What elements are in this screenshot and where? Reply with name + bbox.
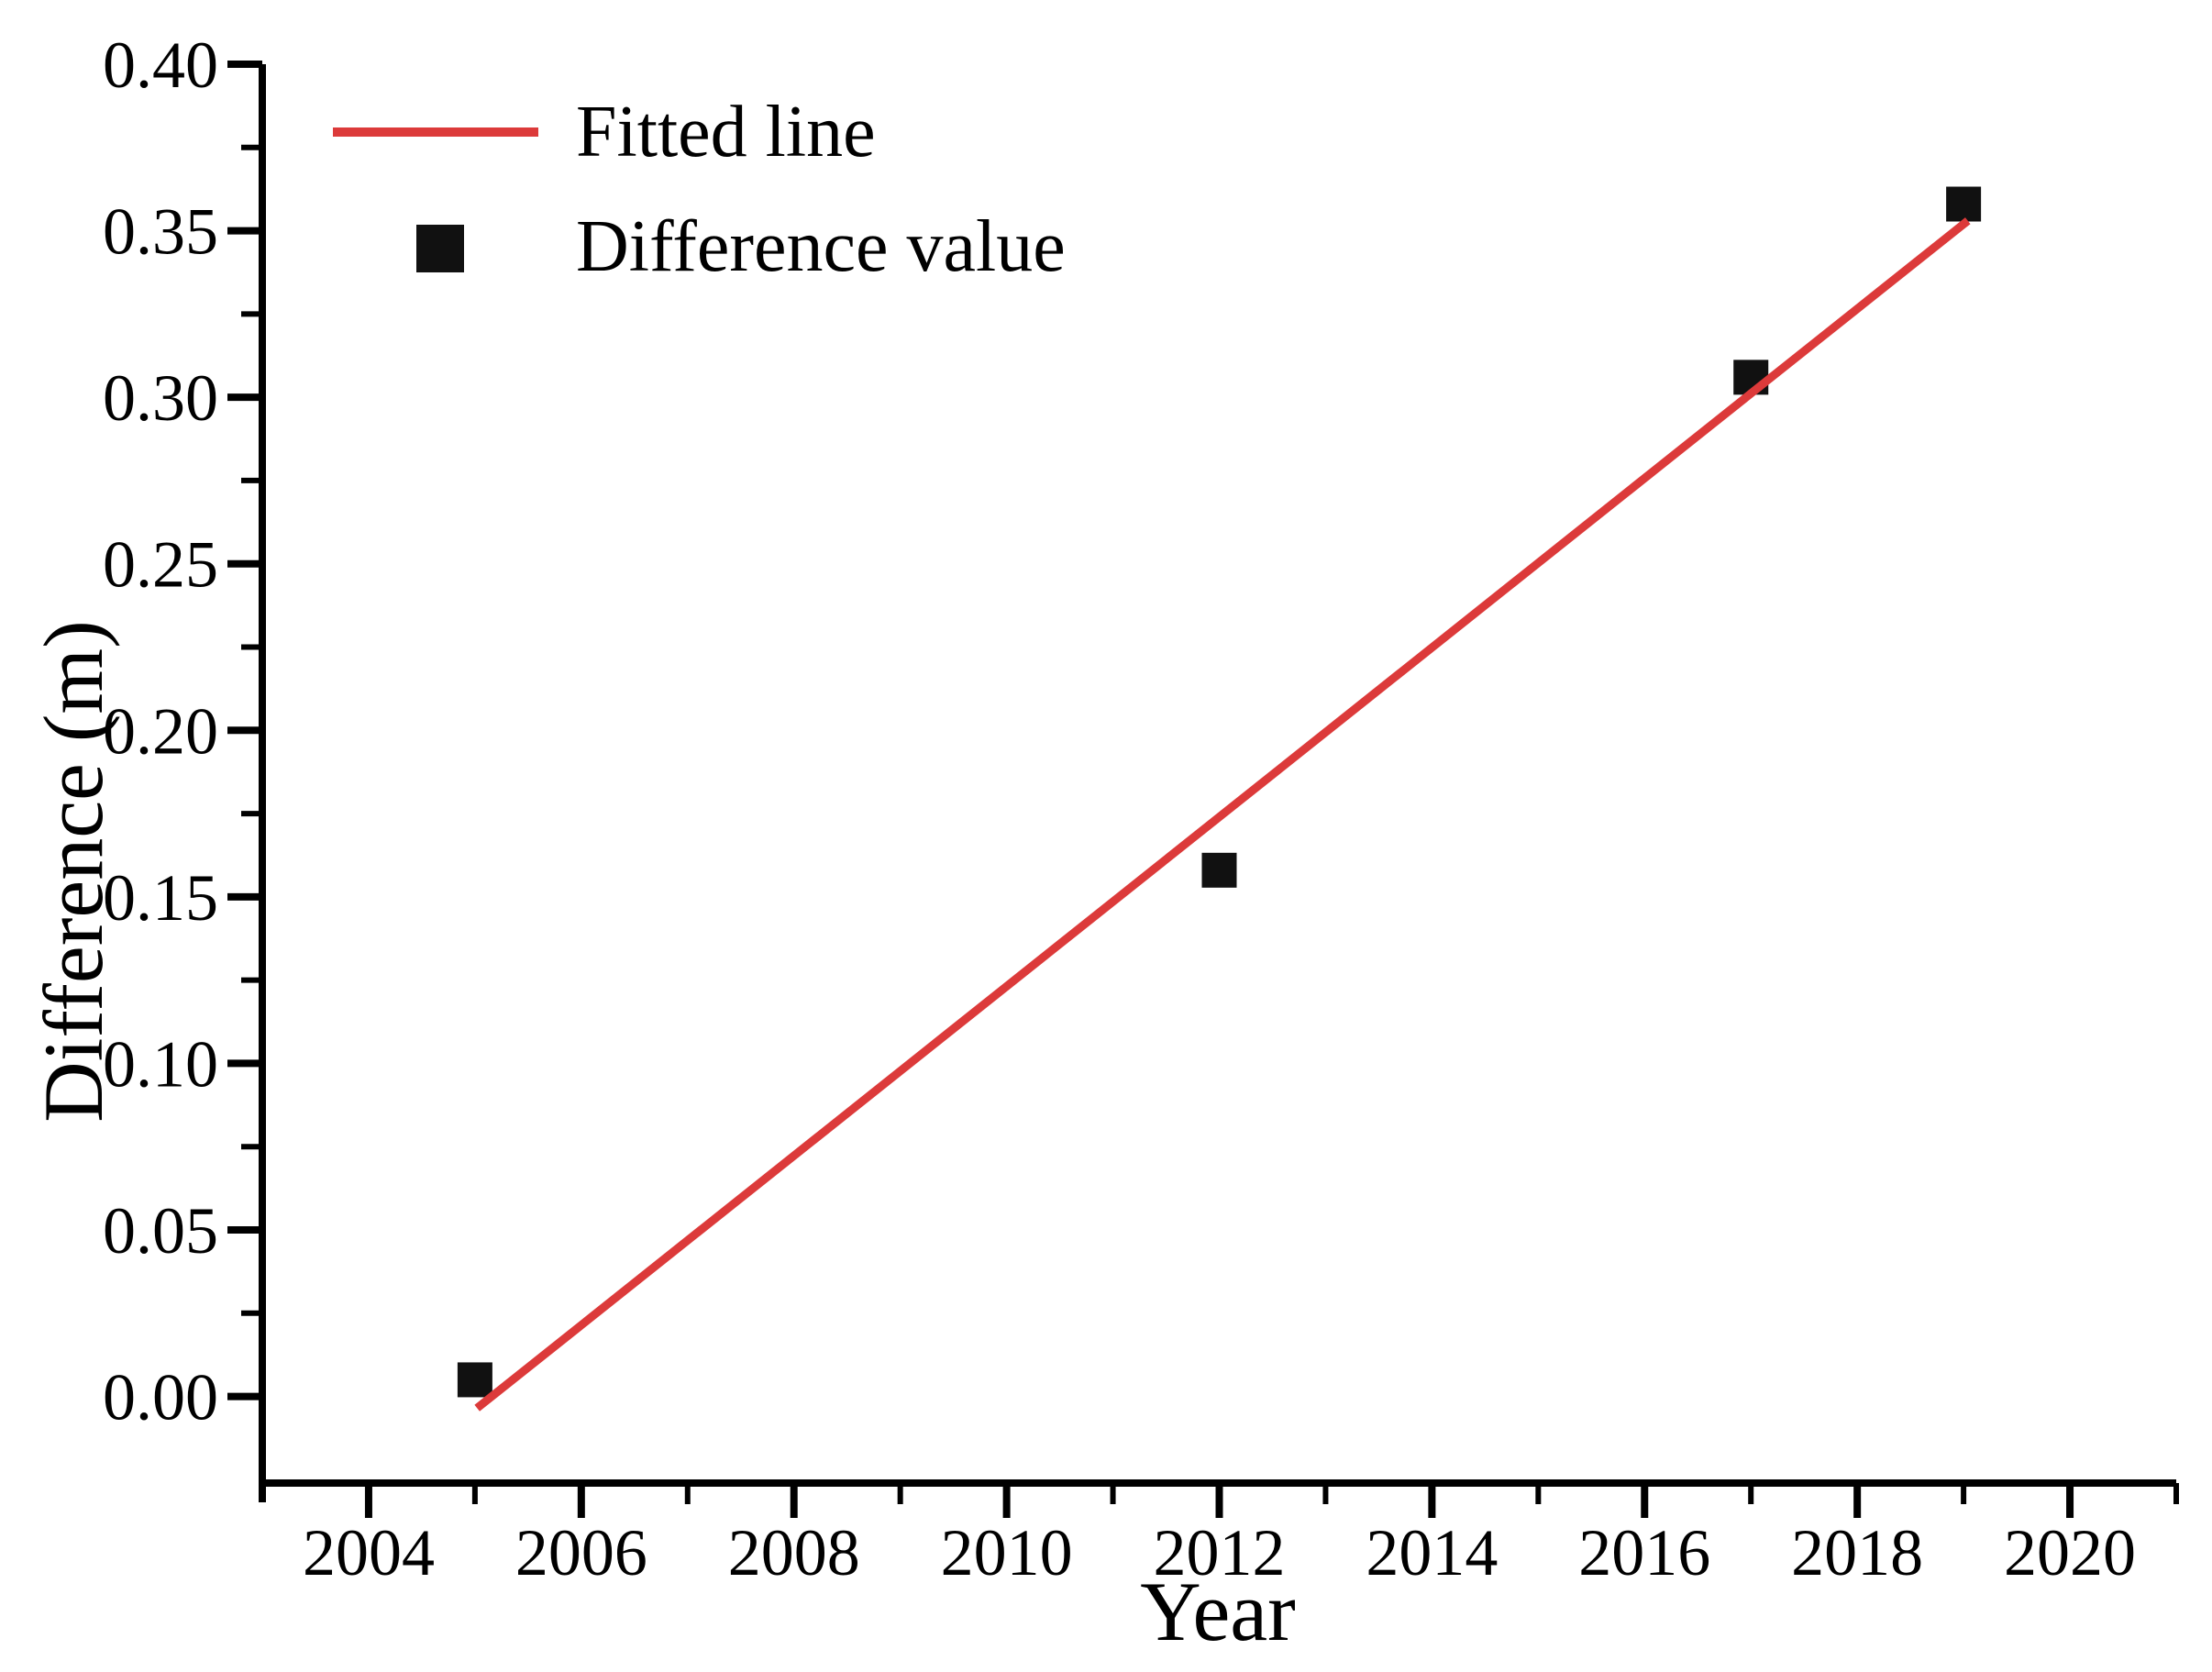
y-tick-label: 0.00 [103,1361,218,1434]
x-tick-label: 2008 [728,1516,860,1589]
data-point-square [457,1362,492,1398]
legend-label-difference-value: Difference value [576,206,1066,287]
legend-label-fitted-line: Fitted line [576,92,876,172]
y-axis-title: Difference (m) [27,620,120,1122]
legend-marks-group [333,127,538,272]
axis-ticks-group: 2004 2006 2008 2010 2012 2014 2016 2018 2020 0.00… [103,28,2179,1589]
axis-lines-group [259,64,2176,1502]
y-tick-label: 0.40 [103,28,218,102]
y-tick-label: 0.10 [103,1027,218,1101]
data-point-square [1201,852,1237,888]
y-tick-label: 0.30 [103,361,218,435]
x-tick-label: 2014 [1366,1516,1498,1589]
x-axis-title: Year [1140,1565,1296,1658]
y-tick-label: 0.35 [103,195,218,269]
data-point-square [1946,186,1982,222]
x-tick-label: 2018 [1791,1516,1923,1589]
y-tick-label: 0.05 [103,1194,218,1268]
x-tick-label: 2004 [303,1516,435,1589]
y-tick-label: 0.25 [103,528,218,602]
series-group [457,186,1982,1412]
y-tick-label: 0.15 [103,861,218,935]
legend-square-sample [416,225,464,272]
x-tick-label: 2020 [2004,1516,2136,1589]
x-tick-label: 2010 [941,1516,1073,1589]
fitted-line [474,217,1971,1412]
x-tick-label: 2016 [1578,1516,1710,1589]
x-tick-label: 2012 [1154,1516,1286,1589]
x-tick-label: 2006 [515,1516,647,1589]
y-tick-label: 0.20 [103,694,218,768]
